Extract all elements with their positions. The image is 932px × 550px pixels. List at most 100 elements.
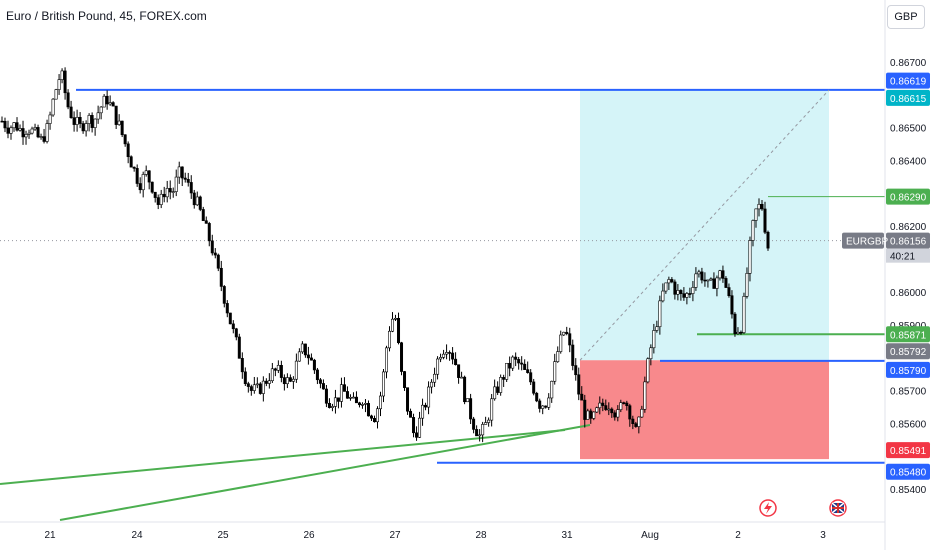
candle-body <box>297 351 301 362</box>
currency-button[interactable]: GBP <box>887 5 925 29</box>
candle <box>279 360 283 383</box>
candle <box>114 105 118 130</box>
candle <box>273 367 277 377</box>
candle <box>445 344 449 360</box>
candle <box>153 191 157 203</box>
candle-body <box>487 419 491 423</box>
candle <box>757 198 761 217</box>
candle-body <box>484 422 488 425</box>
time-tick-label: 21 <box>44 530 56 541</box>
candle <box>556 346 560 363</box>
uk-flag-icon[interactable] <box>829 499 847 517</box>
candle <box>330 403 334 412</box>
candle <box>466 398 470 403</box>
candle-body <box>342 384 346 392</box>
candle <box>448 350 452 361</box>
time-axis[interactable]: 21 24 25 26 27 28 31 Aug 2 3 <box>44 530 826 541</box>
candle <box>574 358 578 381</box>
candle <box>93 118 97 136</box>
candle-body <box>388 330 392 349</box>
candle <box>460 371 464 379</box>
candle <box>463 375 467 405</box>
candle-body <box>514 356 518 360</box>
candle <box>520 356 524 371</box>
candle-body <box>439 357 443 360</box>
candle-body <box>685 293 689 298</box>
candle-body <box>219 267 223 287</box>
candle <box>424 402 428 411</box>
price-tag-label: 0.86615 <box>890 94 927 105</box>
candle <box>195 191 199 207</box>
price-axis[interactable]: 0.86700 0.86500 0.86400 0.86200 0.86000 0.859… <box>890 58 927 496</box>
candle <box>297 348 301 362</box>
candle <box>661 283 665 303</box>
candle <box>568 327 572 353</box>
candle <box>261 376 265 402</box>
candle-body <box>177 166 181 178</box>
price-tag-label: 0.85491 <box>890 446 927 457</box>
candle-body <box>63 70 67 94</box>
candle-body <box>75 116 79 125</box>
candle-body <box>249 386 253 391</box>
candle <box>688 287 692 299</box>
candle <box>487 417 491 427</box>
candle <box>117 114 121 126</box>
candle-body <box>303 343 307 356</box>
candle-body <box>126 143 130 158</box>
price-tag: 0.85871 <box>886 326 930 343</box>
candle <box>394 314 398 322</box>
candle-body <box>144 170 148 175</box>
candle-body <box>192 192 196 206</box>
candle-body <box>649 347 653 360</box>
candle-body <box>33 127 37 130</box>
candle <box>397 312 401 345</box>
candle-body <box>553 361 557 382</box>
candle-body <box>607 408 611 411</box>
candle <box>547 393 551 410</box>
candle-body <box>517 359 521 364</box>
candle-body <box>583 399 587 420</box>
candle <box>751 219 755 247</box>
candle <box>505 362 509 382</box>
candle-body <box>42 136 46 142</box>
candle-body <box>457 364 461 378</box>
lightning-icon[interactable] <box>759 499 777 517</box>
candle-body <box>397 317 401 344</box>
price-tag: 0.86615 <box>886 89 930 106</box>
candle <box>514 352 518 367</box>
candle <box>360 402 364 409</box>
candle <box>333 389 337 414</box>
price-tag-bg <box>886 89 930 106</box>
candle <box>51 98 55 117</box>
candle-body <box>409 410 413 418</box>
candle-body <box>300 343 304 353</box>
candle <box>622 401 626 405</box>
horizontal-levels <box>0 88 885 464</box>
time-tick-label: 27 <box>389 530 401 541</box>
candle <box>135 164 139 187</box>
candle-body <box>568 333 572 346</box>
candle-body <box>760 203 764 210</box>
candle-body <box>72 117 76 125</box>
candle-body <box>538 400 542 409</box>
price-tick-label: 0.85900 <box>890 321 927 332</box>
candle <box>69 100 73 119</box>
candle-body <box>676 290 680 295</box>
candle-body <box>381 371 385 397</box>
candle-body <box>135 168 139 184</box>
candle <box>643 376 647 413</box>
price-tick-label: 0.85600 <box>890 419 927 430</box>
candle <box>123 134 127 147</box>
candle-body <box>574 365 578 376</box>
candle-body <box>54 89 58 100</box>
candle-body <box>601 402 605 406</box>
candle <box>442 349 446 360</box>
candle-body <box>237 336 241 359</box>
candle <box>150 181 154 194</box>
position-diagonal <box>579 89 830 361</box>
candle-body <box>544 405 548 408</box>
candle-body <box>541 405 545 409</box>
time-tick-label: 31 <box>561 530 573 541</box>
candle <box>580 386 584 401</box>
